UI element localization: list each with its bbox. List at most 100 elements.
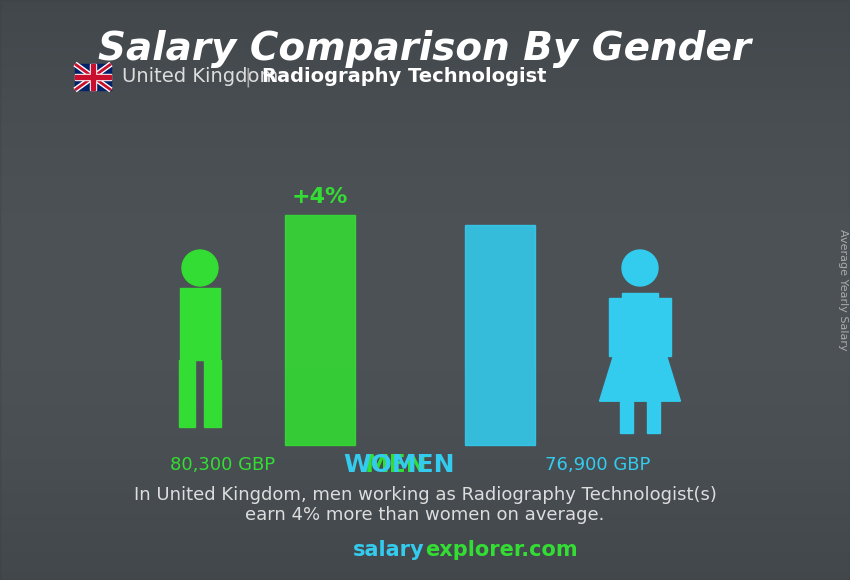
Bar [0, 59, 850, 60]
Bar [0, 88, 850, 89]
Bar [0, 179, 850, 180]
Bar [0, 288, 850, 289]
Bar [0, 526, 850, 527]
Bar [0, 268, 850, 269]
Bar [0, 132, 850, 133]
Bar [0, 332, 850, 333]
Bar [0, 536, 850, 537]
Bar [0, 10, 850, 11]
Bar [0, 419, 850, 420]
Bar [0, 522, 850, 523]
Bar [0, 297, 850, 298]
Bar [0, 502, 850, 503]
Bar [0, 130, 850, 131]
Bar [0, 33, 850, 34]
Bar [0, 441, 850, 442]
Bar [75, 75, 111, 79]
Bar [0, 163, 850, 164]
Bar [0, 69, 850, 70]
Bar [0, 146, 850, 147]
Bar [0, 333, 850, 334]
Bar [0, 178, 850, 179]
Bar [0, 284, 850, 285]
Bar [0, 503, 850, 504]
Bar [0, 180, 850, 181]
Bar [0, 412, 850, 413]
Bar [0, 327, 850, 328]
Bar [0, 484, 850, 485]
Bar [0, 42, 850, 43]
Bar [0, 156, 850, 157]
Bar [0, 228, 850, 229]
Bar [0, 440, 850, 441]
Bar [0, 216, 850, 217]
Bar [0, 195, 850, 196]
Bar [0, 535, 850, 536]
Bar [0, 385, 850, 386]
Bar [0, 446, 850, 447]
Bar [0, 27, 850, 28]
Bar [0, 369, 850, 370]
Bar [0, 262, 850, 263]
Bar [0, 90, 850, 91]
Bar [0, 291, 850, 292]
Bar [0, 85, 850, 86]
Bar [0, 162, 850, 163]
Bar [0, 286, 850, 287]
Bar [0, 97, 850, 98]
Bar [0, 364, 850, 365]
Bar [0, 293, 850, 294]
Bar [0, 371, 850, 372]
Bar [0, 372, 850, 373]
Bar [0, 257, 850, 258]
Bar [0, 290, 850, 291]
Bar [0, 8, 850, 9]
Bar [0, 564, 850, 565]
Bar [0, 382, 850, 383]
Bar [0, 279, 850, 280]
Bar [0, 255, 850, 256]
Bar [0, 181, 850, 182]
Bar [0, 197, 850, 198]
Bar [0, 562, 850, 563]
Bar [0, 515, 850, 516]
Bar [0, 227, 850, 228]
Polygon shape [599, 343, 681, 401]
Bar [0, 167, 850, 168]
Bar [0, 546, 850, 547]
Bar [0, 218, 850, 219]
Bar [0, 46, 850, 47]
Bar [0, 311, 850, 312]
Bar [0, 517, 850, 518]
Bar [0, 374, 850, 375]
Bar [0, 221, 850, 222]
Bar [0, 92, 850, 93]
Bar [0, 281, 850, 282]
Bar [0, 298, 850, 299]
Bar [0, 141, 850, 142]
Polygon shape [179, 360, 196, 427]
Bar [0, 253, 850, 254]
Bar [0, 379, 850, 380]
Bar [0, 574, 850, 575]
Bar [0, 396, 850, 397]
Bar [0, 531, 850, 532]
Bar [0, 158, 850, 159]
Bar [0, 36, 850, 37]
Bar [0, 81, 850, 82]
Bar [0, 30, 850, 31]
Bar [0, 469, 850, 470]
Bar [0, 265, 850, 266]
Bar [0, 340, 850, 341]
Bar [0, 539, 850, 540]
Bar [0, 55, 850, 56]
Bar [0, 252, 850, 253]
Bar [0, 138, 850, 139]
Bar [0, 83, 850, 84]
Bar [0, 387, 850, 388]
Bar [0, 182, 850, 183]
Bar [0, 400, 850, 401]
Bar [0, 305, 850, 306]
Bar [0, 44, 850, 45]
Bar [0, 401, 850, 402]
